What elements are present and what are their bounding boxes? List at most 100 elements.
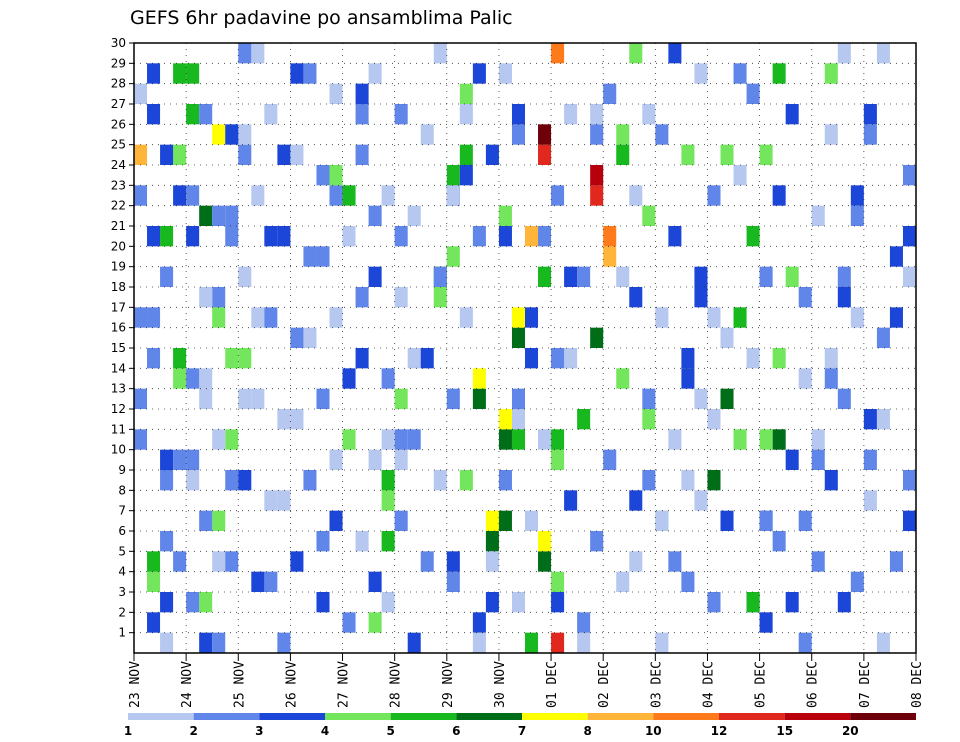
heatmap-cell [538, 226, 552, 247]
heatmap-cell [837, 287, 851, 308]
heatmap-cell [850, 185, 864, 206]
heatmap-cell [394, 226, 408, 247]
heatmap-cell [707, 592, 721, 613]
y-tick-label: 11 [111, 422, 126, 436]
heatmap-cell [511, 104, 525, 125]
heatmap-cell [511, 307, 525, 328]
heatmap-cell [446, 551, 460, 572]
heatmap-cell [629, 185, 643, 206]
heatmap-cell [277, 490, 291, 511]
heatmap-cell [511, 429, 525, 450]
legend-label: 6 [452, 724, 460, 738]
heatmap-cell [264, 226, 278, 247]
y-tick-label: 23 [111, 178, 126, 192]
y-tick-label: 12 [111, 402, 126, 416]
heatmap-cell [199, 388, 213, 409]
heatmap-cell [551, 348, 565, 369]
y-tick-label: 26 [111, 117, 126, 131]
heatmap-cell [290, 409, 304, 430]
x-tick-label: 07 DEC [858, 661, 873, 708]
heatmap-cell [538, 551, 552, 572]
heatmap-cell [863, 490, 877, 511]
heatmap-cell [420, 124, 434, 145]
heatmap-cell [642, 104, 656, 125]
heatmap-cell [186, 470, 200, 491]
x-tick-label: 02 DEC [597, 661, 612, 708]
legend-swatch [784, 713, 851, 720]
heatmap-cell [407, 632, 421, 653]
heatmap-cell [433, 287, 447, 308]
y-tick-label: 19 [111, 260, 126, 274]
heatmap-cell [316, 531, 330, 552]
heatmap-cell [160, 632, 174, 653]
heatmap-cell [147, 551, 161, 572]
heatmap-cell [316, 246, 330, 267]
heatmap-cell [329, 449, 343, 470]
heatmap-cell [381, 470, 395, 491]
legend-label: 7 [518, 724, 526, 738]
heatmap-cell [342, 368, 356, 389]
heatmap-cell [733, 165, 747, 186]
heatmap-cell [303, 327, 317, 348]
heatmap-cell [538, 144, 552, 165]
heatmap-cell [798, 632, 812, 653]
heatmap-cell [837, 388, 851, 409]
heatmap-cell [238, 470, 252, 491]
heatmap-cell [225, 348, 239, 369]
heatmap-cell [759, 266, 773, 287]
y-tick-label: 6 [118, 524, 126, 538]
legend-swatch [587, 713, 654, 720]
heatmap-cell [134, 185, 148, 206]
y-tick-label: 29 [111, 56, 126, 70]
heatmap-cell [381, 429, 395, 450]
heatmap-cell [485, 531, 499, 552]
heatmap-cell [238, 124, 252, 145]
y-tick-label: 24 [111, 158, 126, 172]
heatmap-cell [277, 409, 291, 430]
heatmap-cell [616, 368, 630, 389]
heatmap-cell [577, 612, 591, 633]
legend-label: 12 [711, 724, 728, 738]
heatmap-cell [772, 185, 786, 206]
heatmap-cell [147, 63, 161, 84]
heatmap-cell [472, 226, 486, 247]
heatmap-cell [147, 226, 161, 247]
heatmap-cell [186, 449, 200, 470]
heatmap-cell [603, 449, 617, 470]
heatmap-cell [290, 551, 304, 572]
heatmap-cell [134, 388, 148, 409]
heatmap-cell [681, 144, 695, 165]
legend-swatch [259, 713, 325, 720]
heatmap-cell [785, 266, 799, 287]
heatmap-cell [746, 226, 760, 247]
heatmap-cell [251, 388, 265, 409]
heatmap-cell [590, 327, 604, 348]
heatmap-cell [655, 632, 669, 653]
legend-label: 2 [190, 724, 198, 738]
heatmap-cell [264, 104, 278, 125]
heatmap-cell [525, 307, 539, 328]
heatmap-cell [798, 510, 812, 531]
heatmap-cell [564, 490, 578, 511]
heatmap-cell [459, 165, 473, 186]
heatmap-cell [694, 490, 708, 511]
heatmap-cell [342, 612, 356, 633]
heatmap-cell [134, 144, 148, 165]
legend-label: 15 [776, 724, 793, 738]
heatmap-cell [498, 63, 512, 84]
y-tick-label: 16 [111, 321, 126, 335]
heatmap-cell [511, 124, 525, 145]
heatmap-cell [368, 63, 382, 84]
legend-label: 20 [842, 724, 859, 738]
x-tick-label: 23 NOV [128, 661, 143, 708]
heatmap-cell [433, 43, 447, 64]
heatmap-cell [446, 388, 460, 409]
heatmap-cell [551, 185, 565, 206]
heatmap-cell [511, 388, 525, 409]
y-tick-label: 18 [111, 280, 126, 294]
legend-label: 10 [645, 724, 662, 738]
heatmap-cell [863, 409, 877, 430]
heatmap-cell [681, 470, 695, 491]
heatmap-cell [720, 388, 734, 409]
heatmap-cell [381, 592, 395, 613]
